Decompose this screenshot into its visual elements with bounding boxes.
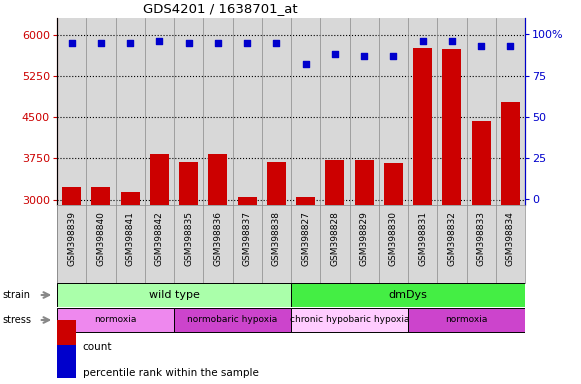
Text: GSM398836: GSM398836	[213, 211, 223, 266]
Point	[389, 53, 398, 59]
Bar	[384, 163, 403, 364]
Text: normobaric hypoxia: normobaric hypoxia	[188, 316, 278, 324]
Point	[155, 38, 164, 44]
Bar	[91, 187, 110, 364]
Bar	[354, 161, 374, 364]
Point	[330, 51, 339, 57]
Bar	[291, 308, 408, 333]
Text: GSM398842: GSM398842	[155, 211, 164, 266]
Point	[242, 40, 252, 46]
Point	[96, 40, 106, 46]
Point	[360, 53, 369, 59]
Text: GSM398827: GSM398827	[301, 211, 310, 266]
Bar	[209, 154, 227, 364]
Text: normoxia: normoxia	[94, 316, 137, 324]
Text: GDS4201 / 1638701_at: GDS4201 / 1638701_at	[144, 2, 298, 15]
Text: GSM398837: GSM398837	[243, 211, 252, 266]
Text: GSM398841: GSM398841	[125, 211, 135, 266]
Point	[184, 40, 193, 46]
Text: GSM398833: GSM398833	[476, 211, 486, 266]
Point	[447, 38, 457, 44]
Text: GSM398830: GSM398830	[389, 211, 398, 266]
Text: strain: strain	[3, 290, 31, 300]
Bar	[150, 154, 169, 364]
Bar	[57, 345, 76, 378]
Text: count: count	[83, 342, 112, 352]
Bar	[472, 121, 490, 364]
Bar	[57, 283, 291, 306]
Bar	[267, 162, 286, 364]
Text: wild type: wild type	[149, 290, 199, 300]
Bar	[296, 197, 315, 364]
Text: stress: stress	[3, 315, 32, 325]
Bar	[179, 162, 198, 364]
Text: GSM398839: GSM398839	[67, 211, 76, 266]
Text: chronic hypobaric hypoxia: chronic hypobaric hypoxia	[290, 316, 409, 324]
Bar	[238, 197, 257, 364]
Point	[418, 38, 427, 44]
Point	[505, 43, 515, 49]
Bar	[413, 48, 432, 364]
Text: GSM398834: GSM398834	[506, 211, 515, 266]
Text: normoxia: normoxia	[445, 316, 487, 324]
Text: GSM398831: GSM398831	[418, 211, 427, 266]
Bar	[408, 308, 525, 333]
Text: GSM398835: GSM398835	[184, 211, 193, 266]
Bar	[174, 308, 291, 333]
Bar	[442, 50, 461, 364]
Bar	[291, 283, 525, 306]
Point	[301, 61, 310, 67]
Text: GSM398832: GSM398832	[447, 211, 456, 266]
Text: GSM398840: GSM398840	[96, 211, 105, 266]
Bar	[121, 192, 139, 364]
Point	[272, 40, 281, 46]
Bar	[57, 308, 174, 333]
Bar	[325, 160, 345, 364]
Bar	[57, 319, 76, 353]
Text: GSM398828: GSM398828	[331, 211, 339, 266]
Point	[476, 43, 486, 49]
Text: dmDys: dmDys	[389, 290, 428, 300]
Text: percentile rank within the sample: percentile rank within the sample	[83, 368, 259, 378]
Text: GSM398829: GSM398829	[360, 211, 368, 266]
Point	[125, 40, 135, 46]
Bar	[501, 102, 520, 364]
Text: GSM398838: GSM398838	[272, 211, 281, 266]
Point	[67, 40, 76, 46]
Bar	[62, 187, 81, 364]
Point	[213, 40, 223, 46]
